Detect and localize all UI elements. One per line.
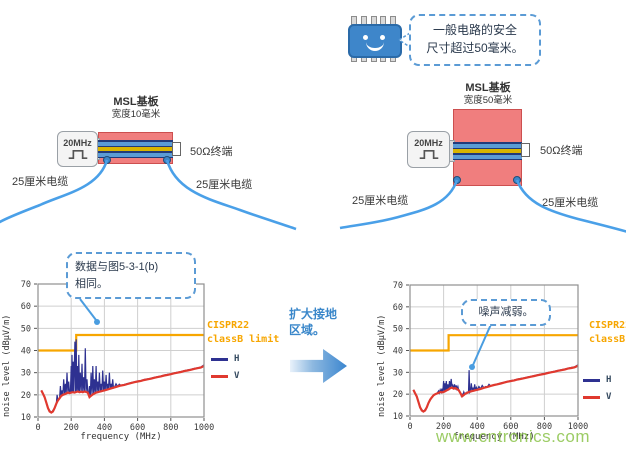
safety-size-line2: 尺寸超过50毫米。: [426, 41, 524, 55]
source-label-right: 20MHz: [414, 138, 443, 148]
ylabel-left: noise level (dBμV/m): [2, 314, 12, 417]
termination-connector-left: [172, 142, 181, 156]
board-title-left: MSL基板: [113, 96, 159, 108]
cable-label-left-1: 25厘米电缆: [12, 176, 69, 188]
termination-label-left: 50Ω终端: [190, 146, 233, 158]
data-same-callout: 数据与图5-3-1(b) 相同。: [66, 252, 196, 299]
xlabel-right: frequency (MHz): [453, 432, 535, 442]
svg-text:60: 60: [393, 303, 403, 313]
legend-h-label: H: [606, 375, 612, 385]
noise-reduced-line1: 噪声减弱。: [478, 306, 534, 318]
svg-text:0: 0: [407, 422, 412, 432]
svg-text:600: 600: [130, 423, 145, 433]
legend-v-label: V: [234, 371, 240, 381]
svg-text:20: 20: [21, 391, 31, 401]
termination-label-right: 50Ω终端: [540, 145, 583, 157]
limit-label-left-1: CISPR22: [207, 320, 250, 331]
svg-text:400: 400: [97, 423, 112, 433]
svg-text:50: 50: [393, 325, 403, 335]
limit-label-left-2: classB limit: [207, 333, 280, 345]
svg-text:600: 600: [503, 422, 518, 432]
legend-h-label: H: [234, 354, 240, 364]
cable-label-right-1: 25厘米电缆: [352, 195, 409, 207]
xlabel-left: frequency (MHz): [80, 432, 162, 442]
limit-label-right-2: classB: [589, 333, 626, 345]
svg-text:50: 50: [21, 324, 31, 334]
noise-chart-left: 10 20 30 40 50 60 70 0 200 400 600 800 1000: [21, 280, 214, 433]
signal-source-left: 20MHz: [57, 131, 98, 167]
legend-v-swatch: [211, 374, 228, 378]
right-arrow-icon: [290, 349, 347, 383]
svg-text:40: 40: [21, 347, 31, 357]
chip-eye-right: [380, 35, 385, 40]
svg-text:70: 70: [393, 281, 403, 291]
termination-connector-right: [521, 143, 530, 157]
chip-eye-left: [363, 35, 368, 40]
source-label-left: 20MHz: [63, 137, 92, 148]
transition-line1: 扩大接地: [289, 307, 338, 321]
svg-text:30: 30: [21, 369, 31, 379]
microstrip-line-left: [98, 140, 173, 158]
chip-icon: [348, 24, 402, 58]
safety-size-line1: 一般电路的安全: [432, 23, 517, 37]
svg-text:10: 10: [393, 412, 403, 422]
cable-label-right-2: 25厘米电缆: [542, 197, 599, 209]
svg-text:1000: 1000: [194, 423, 214, 433]
svg-text:30: 30: [393, 368, 403, 378]
svg-text:0: 0: [35, 423, 40, 433]
svg-text:200: 200: [436, 422, 451, 432]
cable-left-1: [0, 159, 109, 224]
board-subtitle-left: 宽度10毫米: [111, 109, 161, 120]
board-title-right: MSL基板: [465, 82, 511, 94]
data-same-line1: 数据与图5-3-1(b): [75, 261, 159, 273]
svg-text:60: 60: [21, 302, 31, 312]
microstrip-line-right: [453, 142, 522, 160]
transition-line2: 区域。: [289, 323, 326, 338]
legend-h-swatch: [583, 378, 600, 382]
legend-v-label: V: [606, 392, 612, 402]
transition-text: 扩大接地 区域。: [289, 306, 337, 338]
via-left-1: [103, 156, 111, 164]
svg-text:70: 70: [21, 280, 31, 290]
legend-left: H V: [211, 354, 239, 381]
svg-text:20: 20: [393, 390, 403, 400]
limit-label-right: CISPR22 classB: [589, 319, 626, 346]
limit-label-left: CISPR22 classB limit: [207, 319, 279, 346]
svg-text:400: 400: [470, 422, 485, 432]
chip-smile: [366, 38, 384, 51]
legend-h-swatch: [211, 357, 228, 361]
noise-reduced-callout: 噪声减弱。: [461, 299, 551, 326]
signal-source-right: 20MHz: [407, 131, 450, 168]
legend-right: H V: [583, 375, 611, 402]
via-right-2: [513, 176, 521, 184]
data-same-line2: 相同。: [75, 277, 108, 290]
via-right-1: [453, 176, 461, 184]
ylabel-right: noise level (dBμV/m): [377, 314, 387, 417]
svg-text:200: 200: [64, 423, 79, 433]
board-subtitle-right: 宽度50毫米: [463, 95, 513, 106]
svg-text:800: 800: [163, 423, 178, 433]
svg-text:40: 40: [393, 347, 403, 357]
pulse-icon: [68, 149, 87, 159]
pulse-icon: [419, 149, 438, 160]
watermark: www.cntronics.com: [436, 427, 590, 446]
cable-left-2: [165, 159, 297, 231]
cable-label-left-2: 25厘米电缆: [196, 179, 253, 191]
via-left-2: [163, 156, 171, 164]
limit-label-right-1: CISPR22: [589, 320, 626, 331]
svg-text:10: 10: [21, 413, 31, 423]
safety-size-callout: 一般电路的安全 尺寸超过50毫米。: [409, 14, 541, 66]
svg-text:800: 800: [537, 422, 552, 432]
svg-text:1000: 1000: [568, 422, 588, 432]
legend-v-swatch: [583, 395, 600, 399]
noise-chart-right: 10 20 30 40 50 60 70 0 200 400 600 800 1000: [393, 281, 588, 432]
